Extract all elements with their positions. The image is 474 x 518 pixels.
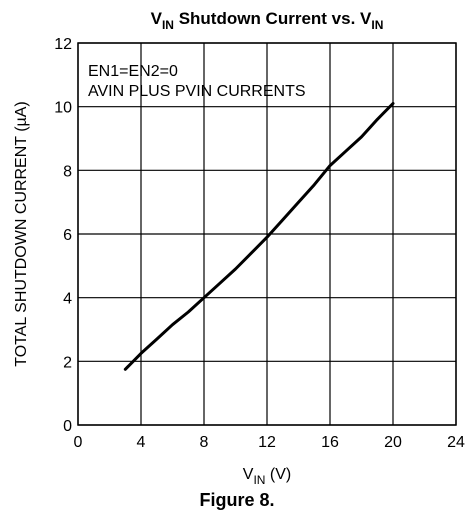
y-axis-label: TOTAL SHUTDOWN CURRENT (µA) [13, 101, 30, 367]
y-tick-label: 2 [63, 354, 72, 371]
x-axis-label-tail: (V) [265, 466, 291, 483]
series-group [123, 102, 395, 371]
x-tick-label: 4 [137, 434, 146, 451]
x-tick-label: 16 [321, 434, 339, 451]
series-line [123, 102, 395, 371]
grid [77, 42, 457, 426]
chart-title-middle: Shutdown Current vs. V [174, 9, 372, 28]
y-tick-label: 4 [63, 291, 72, 308]
plot-frame [77, 42, 457, 426]
chart-title: VIN Shutdown Current vs. VIN [151, 9, 384, 32]
y-tick-label: 8 [63, 163, 72, 180]
annotation-2: AVIN PLUS PVIN CURRENTS [88, 83, 306, 100]
y-tick-label: 12 [54, 36, 72, 53]
annotation-1: EN1=EN2=0 [88, 63, 178, 80]
chart-title-prefix: V [151, 9, 163, 28]
x-axis-label-main: V [243, 466, 254, 483]
x-tick-label: 20 [384, 434, 402, 451]
y-tick-label: 10 [54, 100, 72, 117]
x-tick-label: 12 [258, 434, 276, 451]
y-tick-label: 6 [63, 227, 72, 244]
figure-caption: Figure 8. [199, 490, 275, 510]
x-tick-label: 24 [447, 434, 465, 451]
y-tick-label: 0 [63, 418, 72, 435]
line-chart: VIN Shutdown Current vs. VIN 0 4 8 12 16 20 24… [13, 9, 465, 487]
x-axis-label: VIN (V) [243, 466, 291, 487]
x-tick-label: 8 [200, 434, 209, 451]
x-axis-label-sub: IN [253, 473, 265, 487]
x-tick-label: 0 [74, 434, 83, 451]
chart-title-suffix-sub: IN [371, 18, 383, 32]
chart-title-prefix-sub: IN [162, 18, 174, 32]
